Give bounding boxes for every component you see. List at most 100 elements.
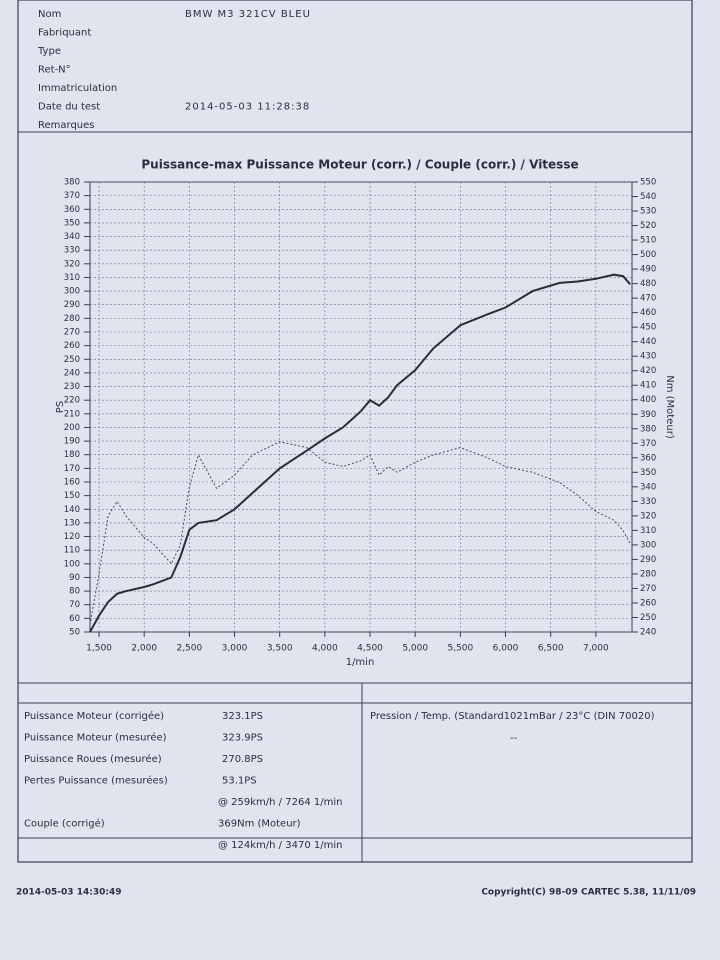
x-tick-label: 2,000	[131, 644, 157, 654]
x-tick-label: 5,000	[402, 644, 428, 654]
result-value: 323.9PS	[222, 733, 263, 744]
y-tick-label: 190	[64, 437, 80, 447]
y-tick-label: 210	[64, 409, 80, 419]
field-label: Remarques	[38, 120, 95, 131]
x-tick-label: 6,000	[493, 644, 519, 654]
y-tick-label: 70	[69, 600, 80, 610]
x-tick-label: 2,500	[176, 644, 202, 654]
y-tick-label: 160	[64, 478, 80, 488]
y2-tick-label: 440	[640, 337, 656, 347]
print-date: 2014-05-03 14:30:49	[16, 888, 121, 898]
x-tick-label: 7,000	[583, 644, 609, 654]
y-tick-label: 320	[64, 259, 80, 269]
y2-tick-label: 260	[640, 598, 656, 608]
result-value: @ 124km/h / 3470 1/min	[218, 840, 342, 851]
result-label: Pertes Puissance (mesurées)	[24, 775, 168, 787]
result-label: Couple (corrigé)	[24, 818, 105, 830]
y-tick-label: 170	[64, 464, 80, 474]
y2-tick-label: 420	[640, 366, 656, 376]
x-tick-label: 1,500	[86, 644, 112, 654]
y-tick-label: 100	[64, 559, 80, 569]
y2-tick-label: 290	[640, 555, 656, 565]
x-tick-label: 5,500	[447, 644, 473, 654]
y2-tick-label: 490	[640, 265, 656, 275]
y2-tick-label: 410	[640, 381, 656, 391]
field-label: Date du test	[38, 102, 100, 113]
y-tick-label: 90	[69, 573, 80, 583]
y-tick-label: 50	[69, 628, 80, 638]
result-label: Puissance Roues (mesurée)	[24, 753, 162, 765]
y-tick-label: 180	[64, 450, 80, 460]
power-line	[89, 273, 631, 633]
y2-tick-label: 330	[640, 497, 656, 507]
field-label: Ret-N°	[38, 65, 71, 76]
field-value: 2014-05-03 11:28:38	[185, 102, 310, 113]
condition: --	[510, 733, 518, 744]
field-value: BMW M3 321CV BLEU	[185, 9, 311, 20]
y2-tick-label: 350	[640, 468, 656, 478]
y2-tick-label: 380	[640, 424, 656, 434]
y-tick-label: 350	[64, 218, 80, 228]
y-tick-label: 360	[64, 205, 80, 215]
y2-tick-label: 470	[640, 294, 656, 304]
y2-tick-label: 540	[640, 192, 656, 202]
y2-tick-label: 530	[640, 207, 656, 217]
y2-tick-label: 340	[640, 482, 656, 492]
y2-tick-label: 280	[640, 569, 656, 579]
y-tick-label: 370	[64, 191, 80, 201]
y2-tick-label: 360	[640, 453, 656, 463]
torque-line	[89, 441, 631, 625]
result-value: 53.1PS	[222, 776, 257, 787]
y2-tick-label: 480	[640, 279, 656, 289]
y2-tick-label: 510	[640, 236, 656, 246]
y-tick-label: 270	[64, 328, 80, 338]
y-tick-label: 150	[64, 491, 80, 501]
y-tick-label: 200	[64, 423, 80, 433]
condition: Pression / Temp. (Standard1021mBar / 23°…	[370, 711, 655, 722]
y2-tick-label: 310	[640, 526, 656, 536]
y-tick-label: 330	[64, 246, 80, 256]
y-tick-label: 60	[69, 614, 80, 624]
y-axis-label: PS	[55, 401, 66, 413]
y2-tick-label: 460	[640, 308, 656, 318]
outer-frame	[17, 0, 693, 863]
y-tick-label: 380	[64, 178, 80, 188]
copyright: Copyright(C) 98-09 CARTEC 5.38, 11/11/09	[481, 888, 696, 898]
y-tick-label: 80	[69, 587, 80, 597]
y2-axis-label: Nm (Moteur)	[664, 375, 675, 439]
field-label: Nom	[38, 9, 61, 20]
y-tick-label: 340	[64, 232, 80, 242]
y2-tick-label: 370	[640, 439, 656, 449]
plot-area	[89, 181, 633, 633]
x-tick-label: 6,500	[538, 644, 564, 654]
y-tick-label: 220	[64, 396, 80, 406]
y2-tick-label: 450	[640, 323, 656, 333]
result-value: 270.8PS	[222, 754, 263, 765]
y-tick-label: 290	[64, 300, 80, 310]
chart-title: Puissance-max Puissance Moteur (corr.) /…	[141, 158, 578, 172]
y-tick-label: 300	[64, 287, 80, 297]
y2-tick-label: 500	[640, 250, 656, 260]
y-tick-label: 110	[64, 546, 80, 556]
y2-tick-label: 270	[640, 584, 656, 594]
y2-tick-label: 400	[640, 395, 656, 405]
y-tick-label: 140	[64, 505, 80, 515]
y-tick-label: 280	[64, 314, 80, 324]
result-value: 369Nm (Moteur)	[218, 819, 301, 830]
y2-tick-label: 250	[640, 613, 656, 623]
y-tick-label: 240	[64, 368, 80, 378]
field-label: Type	[37, 46, 61, 57]
result-label: Puissance Moteur (mesurée)	[24, 732, 167, 744]
result-label: Puissance Moteur (corrigée)	[24, 710, 164, 722]
y2-tick-label: 430	[640, 352, 656, 362]
y-tick-label: 230	[64, 382, 80, 392]
y-tick-label: 260	[64, 341, 80, 351]
y2-tick-label: 550	[640, 178, 656, 188]
y-tick-label: 130	[64, 518, 80, 528]
y2-tick-label: 390	[640, 410, 656, 420]
y2-tick-label: 320	[640, 511, 656, 521]
y2-tick-label: 300	[640, 540, 656, 550]
